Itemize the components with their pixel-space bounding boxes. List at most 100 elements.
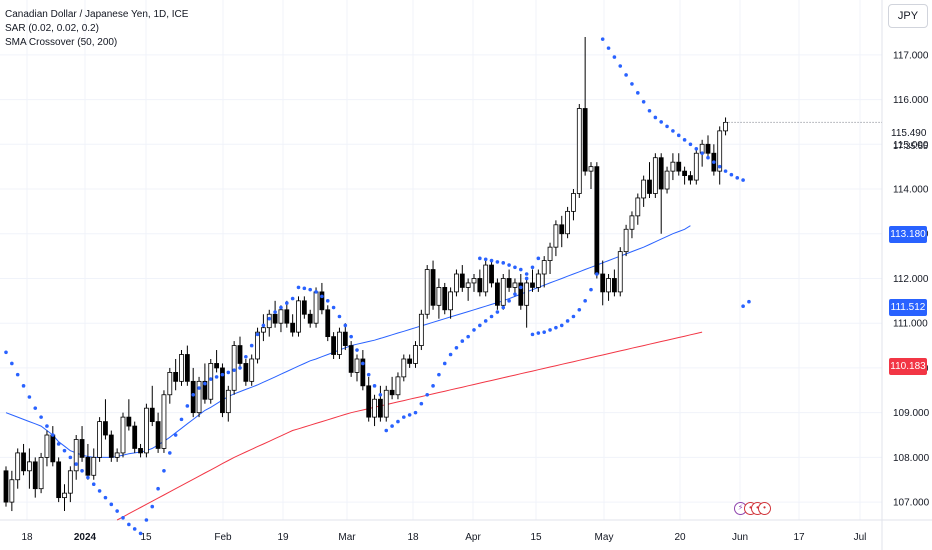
y-tick-label: 108.000: [893, 453, 930, 464]
candle-body: [658, 157, 664, 190]
candle-body: [407, 358, 413, 364]
candle-body: [541, 260, 547, 275]
legend-symbol[interactable]: Canadian Dollar / Japanese Yen, 1D, ICE: [5, 9, 189, 20]
sma200-line: [116, 331, 703, 521]
candle-body: [448, 291, 454, 311]
sar-dot: [45, 424, 49, 428]
sar-dot: [583, 299, 587, 303]
candle-body: [348, 345, 354, 373]
candle-body: [132, 425, 138, 449]
legend-sar[interactable]: SAR (0.02, 0.02, 0.2): [5, 23, 99, 34]
candle-body: [167, 371, 173, 396]
sar-dot: [156, 486, 160, 491]
sar-dot: [507, 263, 511, 267]
sar-dot: [86, 475, 90, 480]
candle-body: [500, 278, 506, 306]
legend-sma[interactable]: SMA Crossover (50, 200): [5, 37, 118, 48]
candle-body: [337, 331, 342, 355]
event-icon[interactable]: •: [758, 502, 771, 515]
sar-dot: [671, 129, 675, 133]
candle-body: [676, 161, 682, 172]
sar-dot: [577, 307, 582, 312]
sar-dot: [208, 377, 213, 381]
candle-body: [588, 166, 594, 172]
candle-body: [559, 224, 565, 235]
candle-body: [600, 273, 606, 293]
sar-dot: [542, 330, 546, 334]
sar-dot: [343, 323, 348, 328]
candle-body: [313, 291, 319, 324]
sar-dot: [144, 518, 149, 522]
candle-body: [477, 278, 483, 293]
sar-dot: [536, 331, 541, 335]
sar-dot: [688, 142, 693, 147]
candle-body: [44, 434, 50, 458]
candle-body: [325, 309, 331, 338]
candle-body: [629, 215, 635, 230]
sar-dot: [4, 350, 8, 355]
candle-body: [360, 358, 366, 387]
candle-body: [594, 166, 600, 275]
candle-body: [278, 309, 284, 324]
sar-dot: [115, 509, 119, 513]
candle-body: [494, 282, 500, 306]
candle-body: [32, 461, 38, 490]
sar-dot: [62, 448, 67, 453]
candle-body: [56, 461, 62, 499]
candle-body: [120, 416, 126, 454]
candle-body: [237, 345, 243, 364]
y-tick-label: 112.000: [893, 274, 929, 285]
candle-body: [442, 287, 448, 311]
candle-body: [50, 434, 56, 463]
candle-body: [126, 416, 132, 427]
sar-dot: [244, 354, 248, 359]
candle-body: [225, 389, 231, 414]
sar-dot: [741, 178, 745, 182]
sma200-price-tag: 110.183: [889, 358, 927, 375]
y-tick-label: 109.000: [893, 408, 930, 419]
candle-body: [21, 452, 26, 472]
sar-dot: [425, 392, 430, 397]
candle-body: [108, 434, 114, 458]
candle-body: [723, 121, 728, 132]
sar-dot: [68, 455, 73, 460]
candle-body: [143, 407, 149, 454]
sar-dot: [630, 82, 634, 86]
last-price-label: 115.490: [891, 128, 927, 139]
x-tick-label: 15: [140, 532, 152, 543]
sar-dot: [51, 433, 55, 437]
sar-dot: [331, 305, 336, 310]
sar-dot: [162, 469, 166, 473]
sar-dot: [372, 384, 377, 388]
candle-body: [284, 309, 290, 324]
candle-body: [266, 313, 272, 329]
sar-dot: [179, 417, 184, 422]
candle-body: [389, 389, 395, 396]
candle-body: [512, 282, 518, 288]
sar-dot: [706, 155, 710, 160]
sar-dot: [413, 410, 418, 415]
sar-dot: [548, 328, 552, 332]
sar-dot: [723, 169, 728, 173]
candle-body: [413, 345, 418, 364]
candle-body: [319, 291, 325, 311]
sar-dot: [431, 384, 435, 388]
sar-dot: [255, 332, 260, 337]
candle-body: [9, 479, 15, 503]
y-tick-label: 111.000: [893, 319, 928, 330]
candle-body: [535, 273, 541, 288]
sar-dot: [729, 172, 734, 177]
sar-dot: [472, 328, 476, 332]
candle-body: [85, 456, 91, 476]
candle-body: [149, 407, 155, 423]
currency-button[interactable]: JPY: [888, 4, 928, 28]
candle-body: [255, 331, 260, 360]
sar-dot: [717, 164, 722, 169]
candle-body: [553, 224, 559, 248]
candle-body: [249, 358, 255, 382]
candle-body: [377, 398, 383, 418]
candle-body: [231, 345, 237, 391]
candle-body: [62, 492, 67, 499]
sar-dot: [109, 502, 114, 507]
